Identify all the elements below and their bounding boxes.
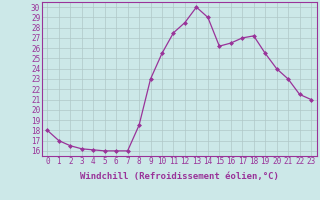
X-axis label: Windchill (Refroidissement éolien,°C): Windchill (Refroidissement éolien,°C)	[80, 172, 279, 181]
